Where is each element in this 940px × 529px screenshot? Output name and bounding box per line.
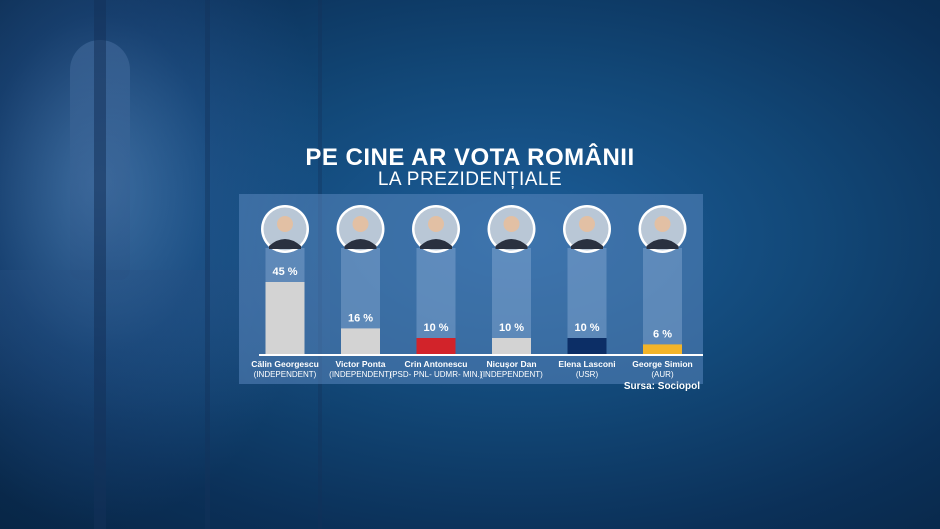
- value-label: 10 %: [423, 322, 448, 334]
- value-label: 16 %: [348, 312, 373, 324]
- bar-track: [492, 248, 531, 354]
- bar-track: [643, 248, 682, 354]
- portrait-head-icon: [503, 216, 520, 232]
- portrait-head-icon: [654, 216, 671, 232]
- candidate-party: (PSD- PNL- UDMR- MIN.): [390, 370, 483, 379]
- candidate-party: (INDEPENDENT): [254, 370, 317, 379]
- value-label: 10 %: [574, 322, 599, 334]
- candidate-party: (AUR): [651, 370, 674, 379]
- portrait-suit-icon: [646, 239, 679, 249]
- bar: [341, 328, 380, 354]
- candidate-party: (USR): [576, 370, 599, 379]
- bar-track: [416, 248, 456, 354]
- portrait-head-icon: [579, 216, 595, 232]
- portrait-head-icon: [352, 216, 369, 232]
- bar: [643, 344, 682, 354]
- source-note: Sursa: Sociopol: [623, 381, 700, 392]
- candidate-name: Nicușor Dan: [486, 359, 536, 369]
- candidate-name: Victor Ponta: [336, 359, 386, 369]
- background-stripe: [205, 0, 210, 529]
- bar-track: [567, 248, 607, 354]
- background-stripe: [94, 0, 106, 529]
- chart-title: PE CINE AR VOTA ROMÂNII: [305, 144, 635, 171]
- portrait-head-icon: [277, 216, 293, 232]
- bar: [416, 338, 456, 354]
- bar: [265, 282, 305, 354]
- chart-panel: 45 % Călin Georgescu (INDEPENDENT) 16 % Vict…: [239, 194, 703, 384]
- value-label: 10 %: [499, 322, 524, 334]
- candidate-name: Crin Antonescu: [405, 359, 468, 369]
- portrait-suit-icon: [495, 239, 528, 249]
- chart-baseline: [259, 354, 703, 356]
- candidate-name: Elena Lasconi: [558, 359, 615, 369]
- candidate-party: (INDEPENDENT): [480, 370, 543, 379]
- bar: [567, 338, 607, 354]
- candidate-name: Călin Georgescu: [251, 359, 319, 369]
- candidate-name: George Simion: [632, 359, 692, 369]
- chart-subtitle: LA PREZIDENȚIALE: [377, 169, 563, 190]
- portrait-head-icon: [428, 216, 444, 232]
- bar: [492, 338, 531, 354]
- bar-chart: 45 %Călin Georgescu(INDEPENDENT)16 %Vict…: [251, 205, 703, 379]
- value-label: 6 %: [653, 328, 672, 340]
- candidate-party: (INDEPENDENT): [329, 370, 392, 379]
- portrait-suit-icon: [269, 239, 301, 249]
- portrait-suit-icon: [344, 239, 377, 249]
- value-label: 45 %: [272, 266, 297, 278]
- portrait-suit-icon: [571, 239, 603, 249]
- portrait-suit-icon: [420, 239, 452, 249]
